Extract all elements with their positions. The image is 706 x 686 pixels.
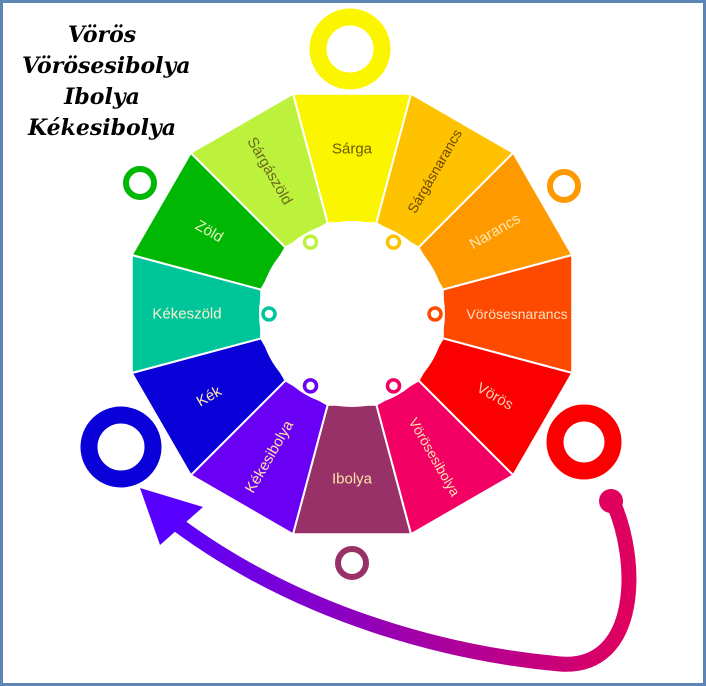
segment-label-vorosesnarancs: Vörösesnarancs	[466, 306, 567, 322]
inner-ring-sargasnarancs-icon	[385, 234, 402, 250]
segment-label-kekeszold: Kékeszöld	[152, 306, 221, 323]
inner-ring-sargaszold-icon	[302, 234, 319, 250]
rotation-arrow	[140, 488, 637, 672]
inner-ring-kekesibolya-icon	[302, 378, 319, 394]
outer-marker-rings	[80, 8, 622, 580]
outer-ring-zold-icon	[123, 166, 157, 200]
arrow-shaft	[157, 492, 637, 672]
outer-ring-kek-icon	[80, 406, 162, 488]
legend-item-voros: Vörös	[67, 22, 137, 48]
legend-item-vorosesibolya: Vörösesibolya	[22, 53, 191, 79]
color-legend: Vörös Vörösesibolya Ibolya Kékesibolya	[22, 20, 191, 144]
inner-ring-kekeszold-icon	[261, 306, 277, 322]
legend-item-ibolya: Ibolya	[64, 84, 140, 110]
arrow-tail-dot	[599, 489, 623, 513]
legend-item-kekesibolya: Kékesibolya	[27, 115, 177, 141]
outer-ring-narancs-icon	[547, 169, 581, 203]
inner-marker-rings	[261, 234, 443, 394]
segment-label-ibolya: Ibolya	[332, 471, 373, 488]
color-wheel: Sárga SárgásnarancsNarancsVörösesnarancsV…	[130, 92, 574, 536]
inner-ring-vorosesibolya-icon	[385, 378, 402, 394]
outer-ring-sarga-icon	[309, 8, 391, 90]
segment-label-sarga: Sárga	[332, 141, 373, 158]
wheel-segment-sargaszold	[189, 92, 329, 249]
inner-ring-vorosesnarancs-icon	[427, 306, 443, 322]
wheel-center	[259, 221, 445, 407]
arrow-head-icon	[140, 488, 203, 545]
outer-ring-ibolya-icon	[335, 546, 369, 580]
outer-ring-voros-icon	[546, 404, 622, 480]
